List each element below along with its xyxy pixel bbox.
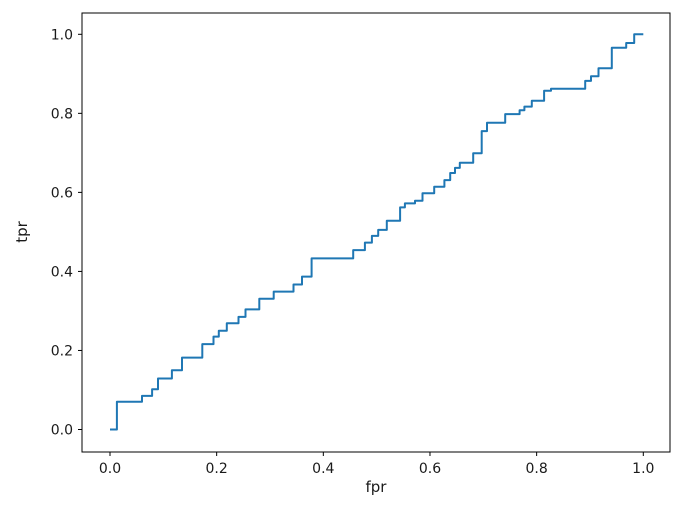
x-tick-label: 0.2 <box>206 461 228 477</box>
y-tick-label: 0.6 <box>51 185 73 201</box>
x-tick-label: 0.0 <box>99 461 121 477</box>
x-tick-label: 0.4 <box>312 461 334 477</box>
x-tick-label: 1.0 <box>632 461 654 477</box>
y-tick-label: 0.2 <box>51 343 73 359</box>
x-axis: 0.0 0.2 0.4 0.6 0.8 1.0 <box>99 452 654 477</box>
y-tick-label: 0.4 <box>51 264 73 280</box>
y-tick-label: 0.8 <box>51 106 73 122</box>
x-tick-label: 0.6 <box>419 461 441 477</box>
y-tick-label: 1.0 <box>51 27 73 43</box>
x-tick-label: 0.8 <box>526 461 548 477</box>
plot-area-border <box>81 12 671 453</box>
y-axis-label: tpr <box>13 220 31 242</box>
x-axis-label: fpr <box>366 478 388 496</box>
y-axis: 0.0 0.2 0.4 0.6 0.8 1.0 <box>51 27 82 439</box>
y-tick-label: 0.0 <box>51 423 73 439</box>
roc-curve-line <box>110 33 644 431</box>
